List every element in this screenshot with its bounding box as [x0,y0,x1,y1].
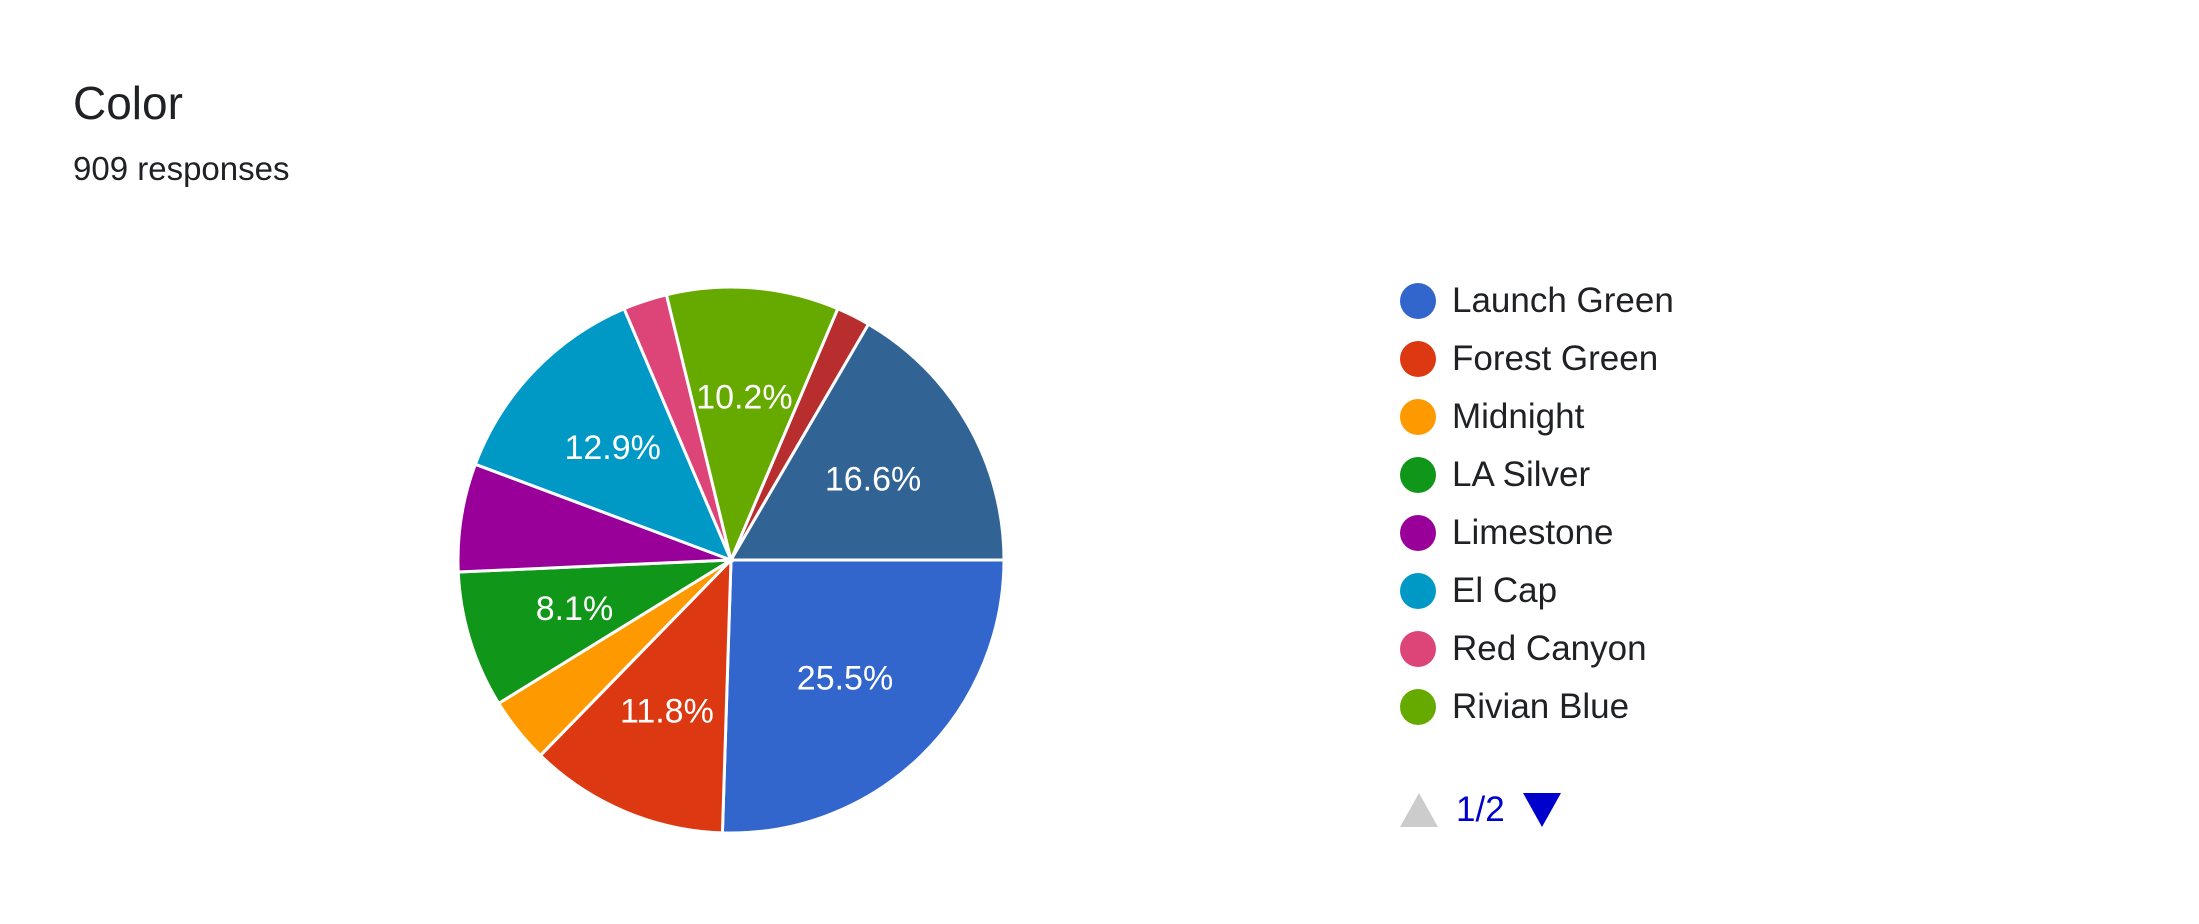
response-count: 909 responses [73,150,290,187]
slice-label: 12.9% [564,429,660,467]
slice-label: 16.6% [825,460,921,498]
legend-swatch [1400,283,1436,319]
slice-label: 11.8% [620,693,714,731]
legend-label: El Cap [1452,571,1558,610]
legend-label: Rivian Blue [1452,687,1630,726]
pie-slice-la-silver[interactable] [456,558,737,706]
page-down-icon[interactable] [1522,793,1561,827]
legend-label: Limestone [1452,513,1614,552]
pie-slice-launch-green[interactable] [720,558,1006,835]
legend-swatch [1400,399,1436,435]
legend-item[interactable]: El Cap [1400,569,1557,613]
legend-pager: 1/2 [1400,785,1561,835]
legend-item[interactable]: Limestone [1400,511,1613,555]
legend-label: LA Silver [1452,455,1591,494]
chart-title: Color [73,77,183,129]
legend-item[interactable]: Red Canyon [1400,627,1647,671]
legend-swatch [1400,515,1436,551]
legend-swatch [1400,689,1436,725]
pie-slice-forest-green[interactable] [538,556,733,835]
pie-slice-9[interactable] [728,322,1006,562]
legend-item[interactable]: Midnight [1400,395,1584,439]
slice-label: 10.2% [696,379,792,417]
legend-swatch [1400,341,1436,377]
legend-swatch [1400,457,1436,493]
page-indicator: 1/2 [1456,790,1505,829]
page-up-icon[interactable] [1400,793,1438,827]
legend-label: Midnight [1452,397,1585,436]
legend-label: Red Canyon [1452,629,1647,668]
legend-label: Forest Green [1452,339,1659,378]
legend-swatch [1400,573,1436,609]
legend-label: Launch Green [1452,281,1674,320]
legend-swatch [1400,631,1436,667]
legend-item[interactable]: Rivian Blue [1400,685,1629,729]
legend-item[interactable]: Launch Green [1400,279,1674,323]
legend-item[interactable]: LA Silver [1400,453,1590,497]
pie-slice-rivian-blue[interactable] [664,285,840,565]
legend-item[interactable]: Forest Green [1400,337,1658,381]
pie-slice-el-cap[interactable] [473,306,734,563]
slice-label: 8.1% [536,590,614,628]
slice-label: 25.5% [797,660,893,698]
